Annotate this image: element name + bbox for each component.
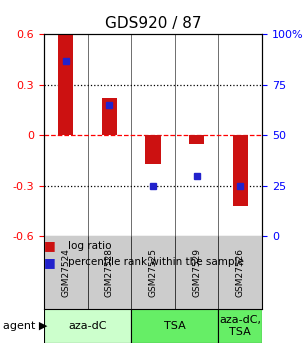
- Text: GSM27525: GSM27525: [148, 248, 158, 297]
- Text: GSM27526: GSM27526: [236, 248, 245, 297]
- Bar: [189, 135, 204, 144]
- Text: aza-dC: aza-dC: [68, 321, 107, 331]
- Bar: [233, 135, 248, 206]
- Text: GSM27529: GSM27529: [192, 248, 201, 297]
- Text: GSM27528: GSM27528: [105, 248, 114, 297]
- Text: agent ▶: agent ▶: [3, 321, 47, 331]
- Bar: [102, 98, 117, 135]
- Bar: [58, 34, 73, 135]
- Bar: [44, 309, 131, 343]
- Bar: [145, 135, 161, 164]
- Text: ■: ■: [44, 239, 56, 253]
- Title: GDS920 / 87: GDS920 / 87: [105, 16, 201, 31]
- Text: aza-dC,
TSA: aza-dC, TSA: [219, 315, 261, 337]
- Text: GSM27524: GSM27524: [61, 248, 70, 297]
- Text: TSA: TSA: [164, 321, 186, 331]
- Bar: [218, 309, 262, 343]
- Text: log ratio: log ratio: [68, 241, 112, 251]
- Text: ■: ■: [44, 256, 56, 269]
- Bar: [131, 309, 218, 343]
- Text: percentile rank within the sample: percentile rank within the sample: [68, 257, 244, 267]
